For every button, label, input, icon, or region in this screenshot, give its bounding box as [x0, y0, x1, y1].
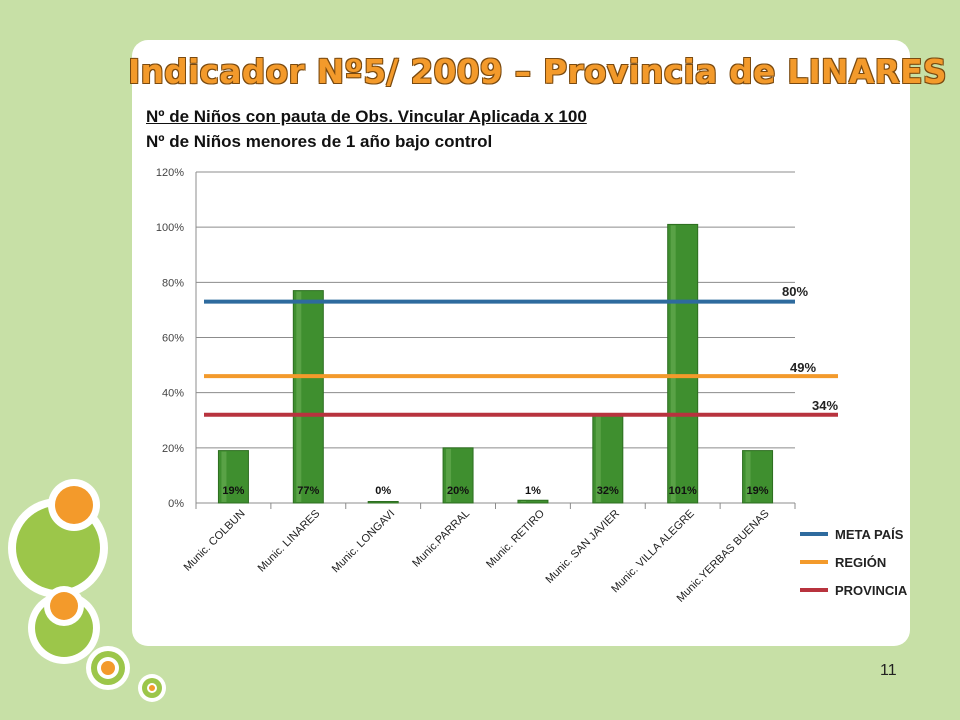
bar-highlight: [296, 291, 302, 502]
deco-circle: [50, 592, 78, 620]
reference-line-label: 49%: [790, 360, 816, 375]
bar: [367, 501, 399, 504]
x-category-label: Munic. LINARES: [256, 508, 323, 575]
y-tick-label: 40%: [162, 388, 184, 400]
deco-circle: [101, 661, 115, 675]
reference-line-label: 80%: [782, 284, 808, 299]
y-tick-label: 120%: [156, 167, 184, 179]
bar: [517, 499, 549, 504]
x-category-label: Munic. RETIRO: [484, 507, 547, 570]
data-label: 19%: [222, 485, 244, 497]
bar-highlight: [221, 451, 227, 502]
content-panel: [132, 40, 910, 646]
x-category-label: Munic. COLBUN: [182, 508, 248, 574]
data-label: 20%: [447, 485, 469, 497]
x-category-label: Munic. LONGAVI: [330, 508, 398, 576]
page-number: 11: [880, 662, 897, 679]
x-category-label: Munic. VILLA ALEGRE: [609, 508, 697, 596]
data-label: 0%: [375, 485, 391, 497]
y-tick-label: 0%: [168, 498, 184, 510]
formula-numerator: Nº de Niños con pauta de Obs. Vincular A…: [146, 107, 587, 126]
x-category-label: Munic. SAN JAVIER: [544, 508, 622, 586]
bar-highlight: [745, 451, 751, 502]
data-label: 77%: [297, 485, 319, 497]
legend-label: REGIÓN: [835, 555, 886, 570]
y-tick-label: 60%: [162, 333, 184, 345]
formula-denominator: Nº de Niños menores de 1 año bajo contro…: [146, 132, 493, 151]
y-tick-label: 20%: [162, 443, 184, 455]
legend-label: PROVINCIA: [835, 583, 908, 598]
data-label: 32%: [597, 485, 619, 497]
bar-highlight: [670, 225, 676, 503]
bar-highlight: [446, 448, 452, 502]
slide-title: Indicador Nº5/ 2009 – Provincia de LINAR…: [128, 52, 947, 91]
bar-highlight: [595, 415, 601, 502]
data-label: 19%: [747, 485, 769, 497]
deco-circle: [55, 486, 93, 524]
data-label: 1%: [525, 485, 541, 497]
deco-circle: [149, 685, 155, 691]
data-label: 101%: [669, 485, 697, 497]
y-tick-label: 80%: [162, 277, 184, 289]
bar-highlight: [520, 501, 526, 502]
x-category-label: Munic.PARRAL: [410, 508, 472, 570]
legend-label: META PAÍS: [835, 527, 904, 542]
reference-line-label: 34%: [812, 398, 838, 413]
y-tick-label: 100%: [156, 222, 184, 234]
